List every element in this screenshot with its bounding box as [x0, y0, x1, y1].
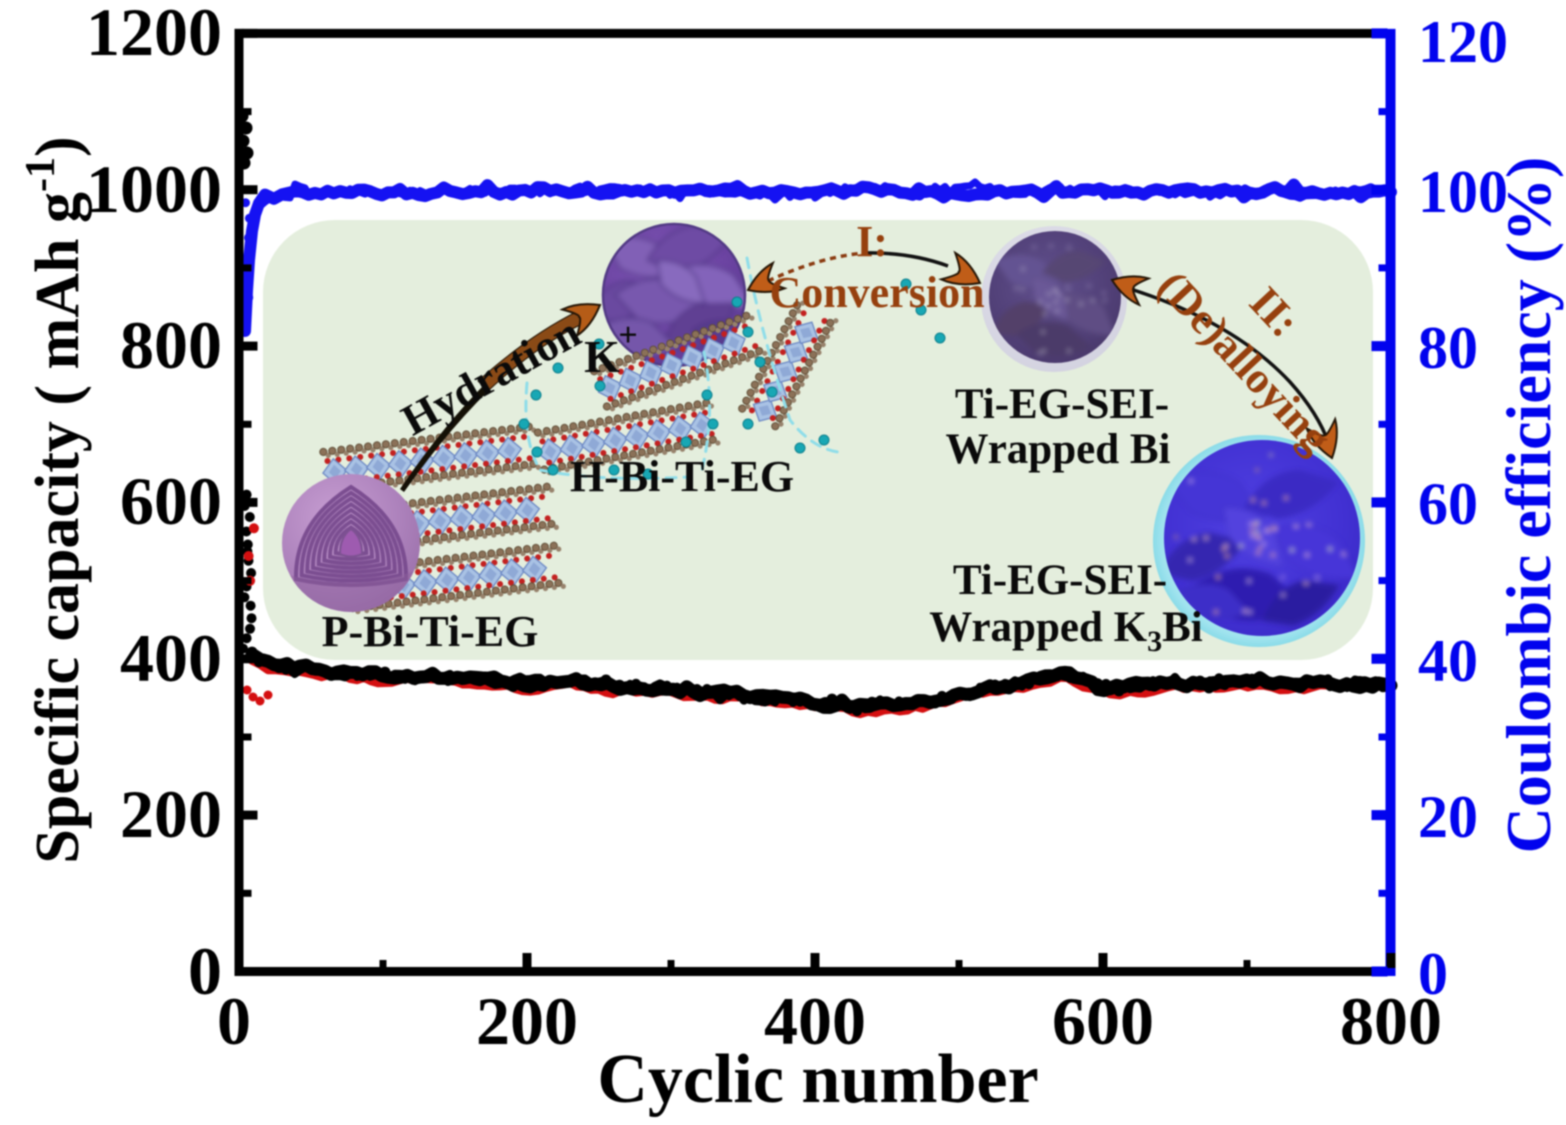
svg-text:800: 800	[1340, 983, 1442, 1059]
svg-text:Wrapped Bi: Wrapped Bi	[945, 426, 1170, 473]
svg-text:600: 600	[1052, 983, 1154, 1059]
svg-text:1000: 1000	[86, 151, 222, 227]
svg-text:400: 400	[764, 983, 866, 1059]
svg-text:H-Bi-Ti-EG: H-Bi-Ti-EG	[570, 452, 794, 501]
svg-text:0: 0	[217, 983, 251, 1059]
svg-text:Conversion: Conversion	[769, 268, 984, 317]
svg-text:400: 400	[120, 620, 222, 696]
svg-text:60: 60	[1418, 471, 1478, 537]
svg-text:800: 800	[120, 307, 222, 383]
svg-text:Cyclic number: Cyclic number	[597, 1041, 1038, 1118]
svg-text:Ti-EG-SEI-: Ti-EG-SEI-	[953, 557, 1167, 604]
svg-text:80: 80	[1418, 315, 1478, 381]
svg-text:120: 120	[1418, 9, 1508, 75]
svg-text:40: 40	[1418, 628, 1478, 694]
svg-text:Wrapped K3Bi: Wrapped K3Bi	[929, 604, 1203, 658]
svg-text:20: 20	[1418, 784, 1478, 850]
svg-text:Coulombic efficiency (%): Coulombic efficiency (%)	[1493, 157, 1564, 854]
svg-text:P-Bi-Ti-EG: P-Bi-Ti-EG	[322, 607, 539, 656]
svg-text:Ti-EG-SEI-: Ti-EG-SEI-	[955, 381, 1169, 428]
svg-text:0: 0	[188, 933, 222, 1009]
svg-text:0: 0	[1418, 941, 1448, 1007]
svg-text:K: K	[584, 331, 620, 382]
svg-text:200: 200	[476, 983, 578, 1059]
svg-text:Specific capacity ( mAh g-1): Specific capacity ( mAh g-1)	[18, 136, 92, 863]
svg-text:1200: 1200	[86, 0, 222, 70]
svg-text:600: 600	[120, 463, 222, 539]
svg-text:200: 200	[120, 776, 222, 852]
svg-text:+: +	[618, 317, 637, 354]
svg-text:I:: I:	[856, 217, 888, 266]
svg-text:100: 100	[1418, 159, 1508, 225]
